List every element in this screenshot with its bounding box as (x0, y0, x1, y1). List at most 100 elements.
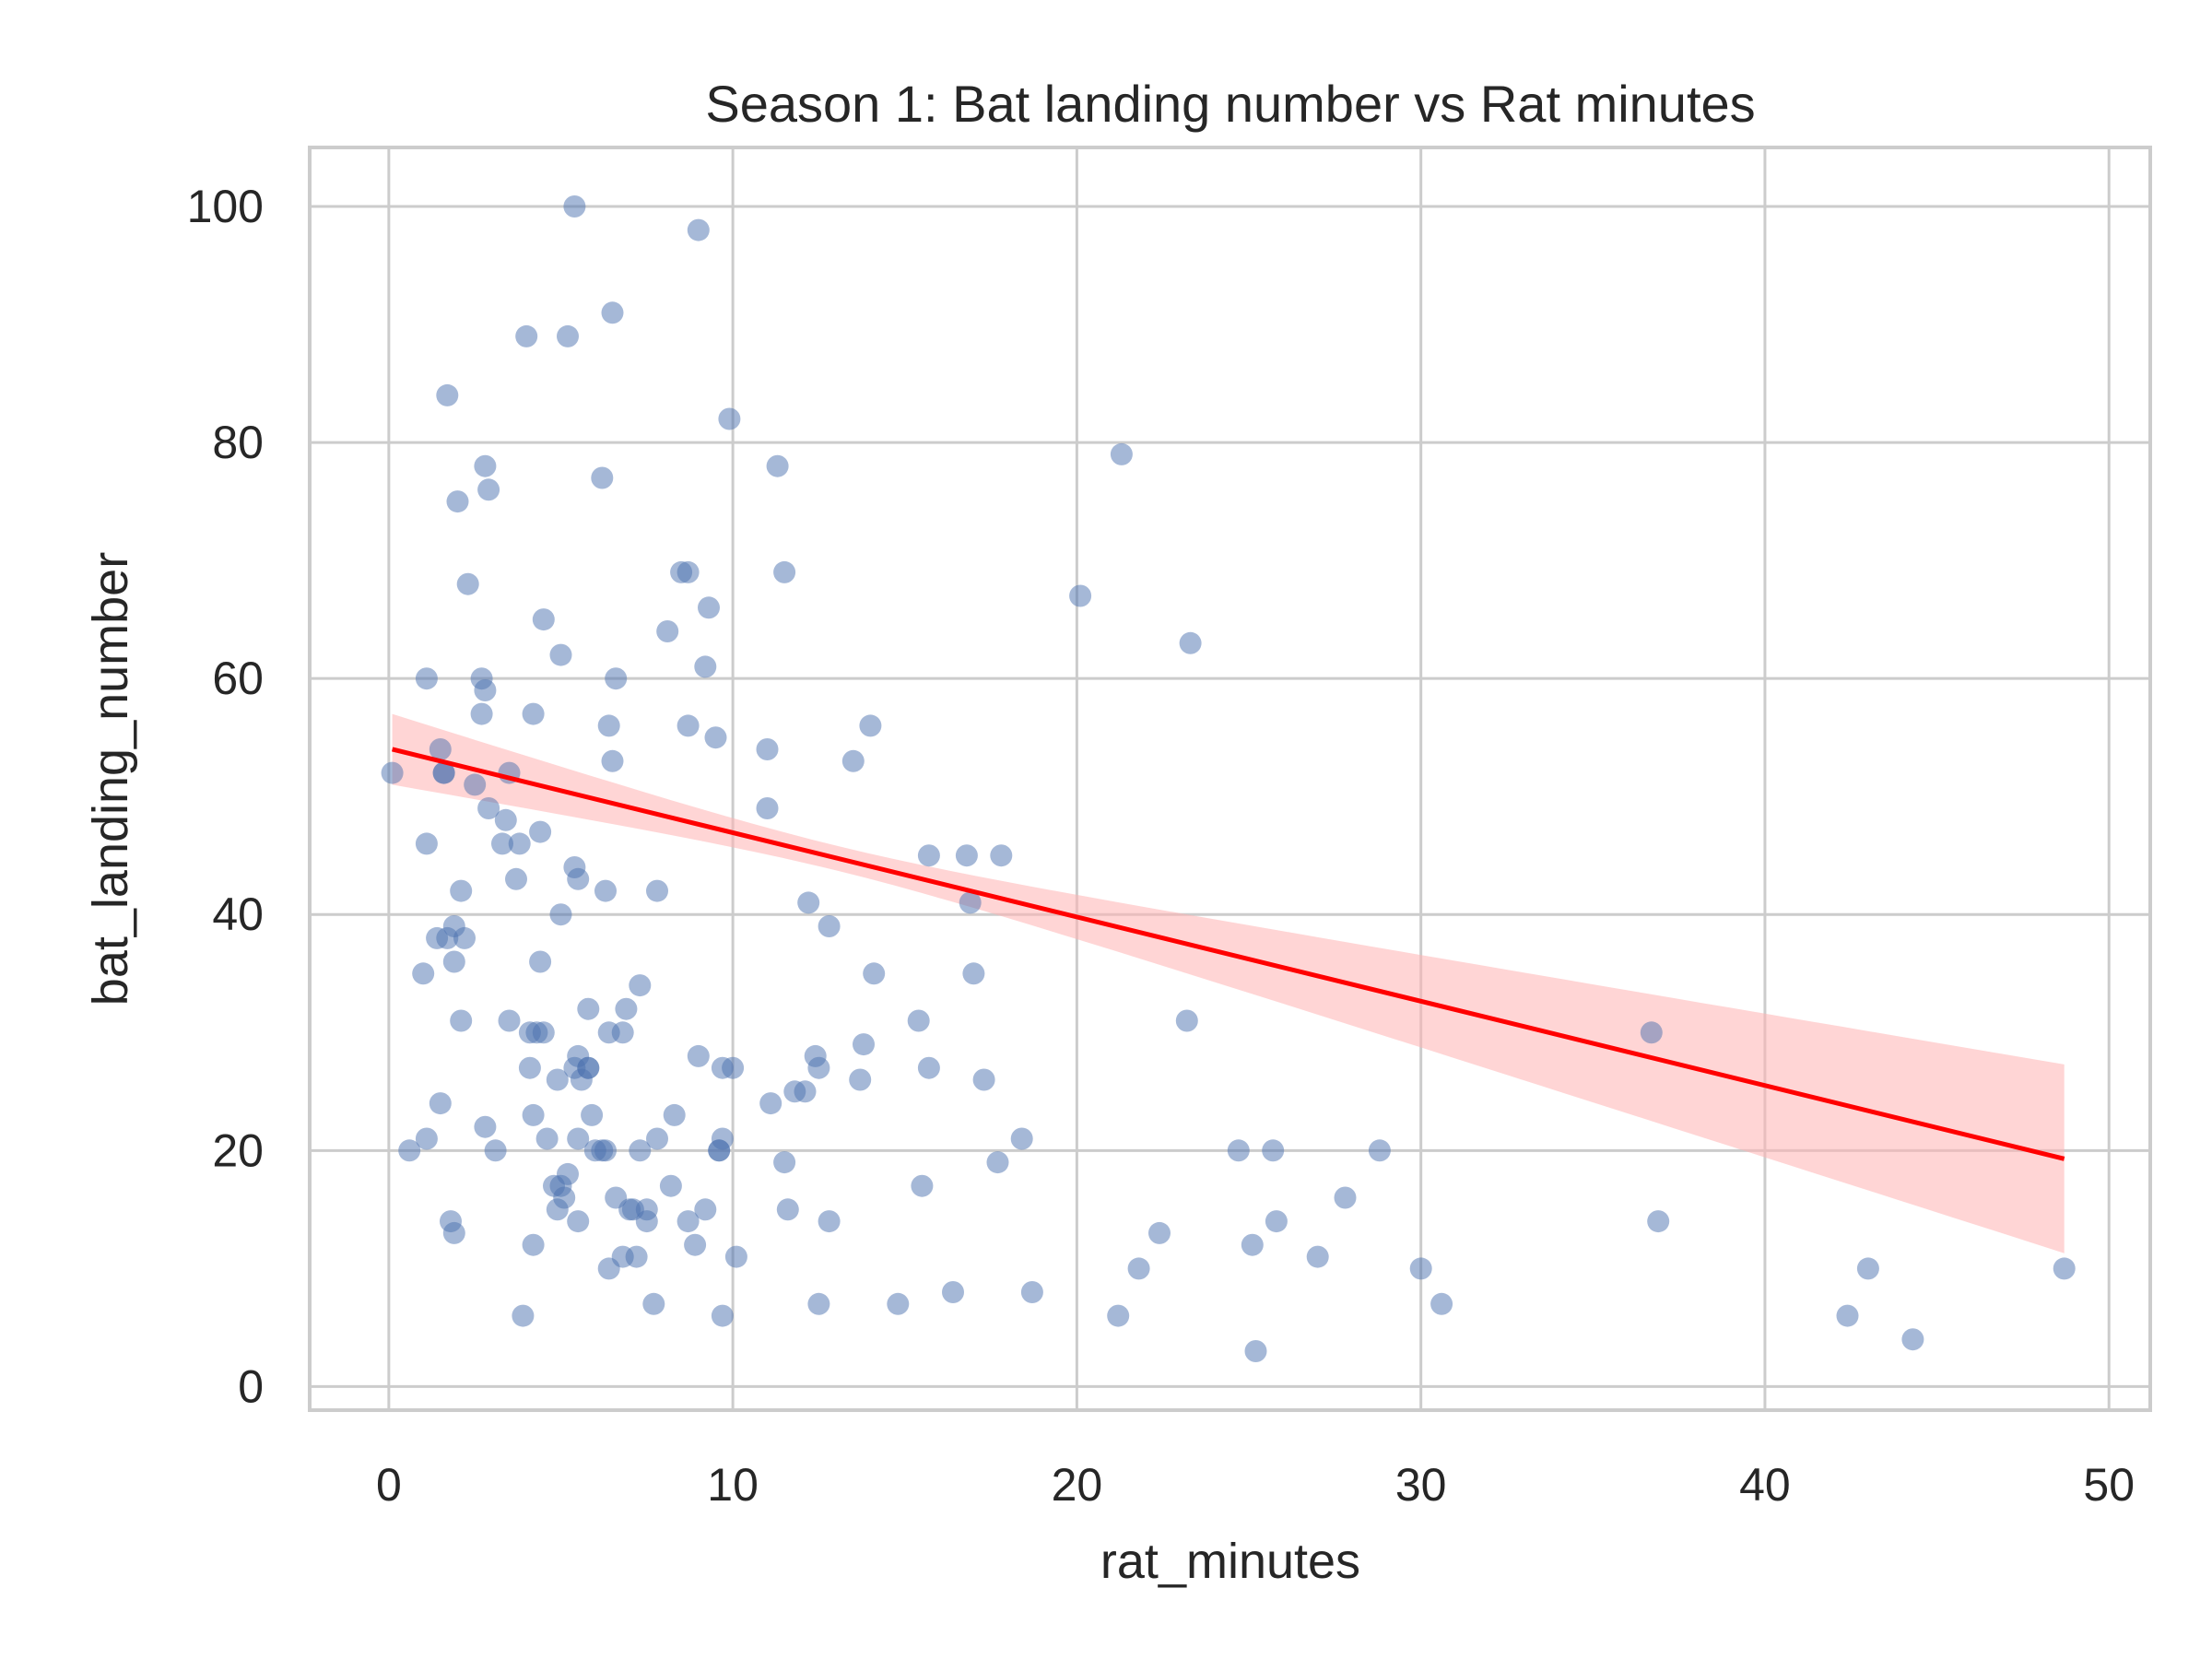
data-point (1227, 1139, 1250, 1162)
data-point (450, 879, 473, 902)
data-point (529, 820, 552, 843)
data-point (464, 773, 487, 796)
data-point (1856, 1257, 1879, 1280)
data-point (677, 1210, 700, 1233)
data-point (446, 490, 469, 513)
data-point (1409, 1257, 1432, 1280)
data-point (698, 596, 720, 619)
data-point (629, 974, 652, 997)
data-point (429, 738, 452, 760)
data-point (776, 1198, 799, 1221)
data-point (498, 1009, 521, 1032)
data-point (708, 1139, 731, 1162)
data-point (494, 808, 517, 831)
data-point (629, 1139, 652, 1162)
x-tick-label: 40 (1739, 1459, 1791, 1511)
data-point (605, 667, 628, 690)
data-point (1175, 1009, 1198, 1032)
data-point (432, 761, 455, 784)
data-point (594, 1139, 617, 1162)
data-point (549, 903, 572, 926)
data-point (986, 1151, 1009, 1174)
data-point (601, 749, 624, 772)
data-point (491, 832, 513, 855)
data-point (522, 1103, 545, 1126)
data-point (615, 997, 638, 1020)
data-point (1265, 1210, 1288, 1233)
regression-line (391, 747, 2065, 1161)
y-tick-label: 60 (212, 653, 264, 704)
data-point (687, 218, 710, 241)
data-point (1306, 1245, 1329, 1268)
data-point (601, 301, 624, 324)
data-point (2053, 1257, 2076, 1280)
data-point (711, 1304, 734, 1327)
data-point (694, 655, 717, 678)
data-point (415, 1127, 438, 1150)
data-point (917, 1056, 940, 1079)
data-point (522, 702, 545, 725)
data-point (1262, 1139, 1285, 1162)
x-tick-label: 30 (1395, 1459, 1447, 1511)
data-point (722, 1056, 745, 1079)
data-point (477, 478, 500, 501)
data-point (807, 1056, 830, 1079)
data-point (518, 1056, 541, 1079)
data-point (849, 1068, 872, 1091)
data-point (794, 1080, 817, 1103)
data-point (577, 1056, 600, 1079)
data-point (563, 195, 586, 218)
data-point (818, 915, 841, 937)
y-tick-label: 20 (212, 1124, 264, 1176)
data-point (529, 950, 552, 973)
data-point (773, 1151, 796, 1174)
x-tick-label: 20 (1052, 1459, 1103, 1511)
data-point (1640, 1021, 1663, 1044)
data-point (594, 879, 617, 902)
chart-title: Season 1: Bat landing number vs Rat minu… (705, 75, 1755, 133)
data-point (415, 832, 438, 855)
data-point (581, 1103, 604, 1126)
data-point (474, 679, 497, 701)
data-point (549, 643, 572, 666)
data-points (381, 195, 2076, 1362)
data-point (962, 962, 985, 985)
data-point (1244, 1340, 1267, 1362)
data-point (818, 1210, 841, 1233)
data-point (959, 891, 982, 914)
data-point (1127, 1257, 1150, 1280)
data-point (694, 1198, 717, 1221)
data-point (659, 1174, 682, 1197)
data-point (853, 1033, 875, 1056)
data-point (1241, 1233, 1264, 1256)
data-point (484, 1139, 507, 1162)
data-point (990, 844, 1013, 867)
data-point (887, 1292, 910, 1315)
data-point (522, 1233, 545, 1256)
data-point (1334, 1186, 1357, 1209)
data-point (1647, 1210, 1670, 1233)
data-point (557, 1162, 579, 1185)
data-point (1901, 1328, 1924, 1351)
data-point (381, 761, 404, 784)
x-tick-label: 0 (376, 1459, 402, 1511)
data-point (656, 620, 679, 642)
data-point (508, 832, 531, 855)
data-point (474, 1115, 497, 1138)
data-point (635, 1210, 658, 1233)
data-point (646, 1127, 668, 1150)
data-point (532, 1021, 555, 1044)
data-point (442, 950, 465, 973)
data-point (436, 926, 459, 949)
data-point (917, 844, 940, 867)
data-point (505, 867, 527, 890)
data-point (1020, 1281, 1043, 1303)
data-point (535, 1127, 559, 1150)
data-point (663, 1103, 686, 1126)
data-point (756, 738, 779, 760)
data-point (807, 1292, 830, 1315)
data-point (642, 1292, 665, 1315)
data-point (955, 844, 978, 867)
data-point (797, 891, 820, 914)
